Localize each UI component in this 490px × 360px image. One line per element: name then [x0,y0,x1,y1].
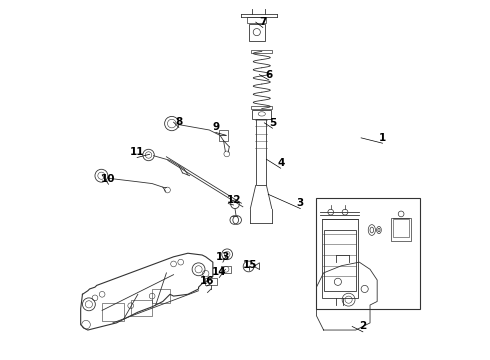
Text: 4: 4 [277,158,284,168]
Text: 8: 8 [175,117,183,127]
Text: 9: 9 [212,122,219,132]
Bar [317,198,420,309]
Bar [152,289,170,303]
Bar [220,130,228,141]
Bar [252,110,271,118]
Text: 3: 3 [297,198,304,208]
Bar [322,219,358,298]
Bar [247,18,267,23]
Bar [131,300,152,316]
Bar [256,119,267,185]
Text: 14: 14 [212,267,226,277]
Bar [205,278,218,285]
Bar [251,50,272,53]
Text: 1: 1 [379,133,386,143]
Text: 11: 11 [130,147,145,157]
Bar [251,106,272,109]
Bar [102,303,123,321]
Text: 2: 2 [359,321,367,332]
Text: 6: 6 [265,69,272,80]
Text: 12: 12 [226,195,241,204]
Text: 13: 13 [216,252,230,262]
Bar [220,266,231,273]
Text: 15: 15 [243,260,257,270]
Text: 10: 10 [101,174,116,184]
Bar [392,217,411,241]
Text: 7: 7 [259,17,267,27]
Bar [323,230,356,291]
Bar [248,23,265,41]
Text: 16: 16 [199,276,214,286]
Text: 5: 5 [269,118,276,128]
Bar [393,219,409,237]
